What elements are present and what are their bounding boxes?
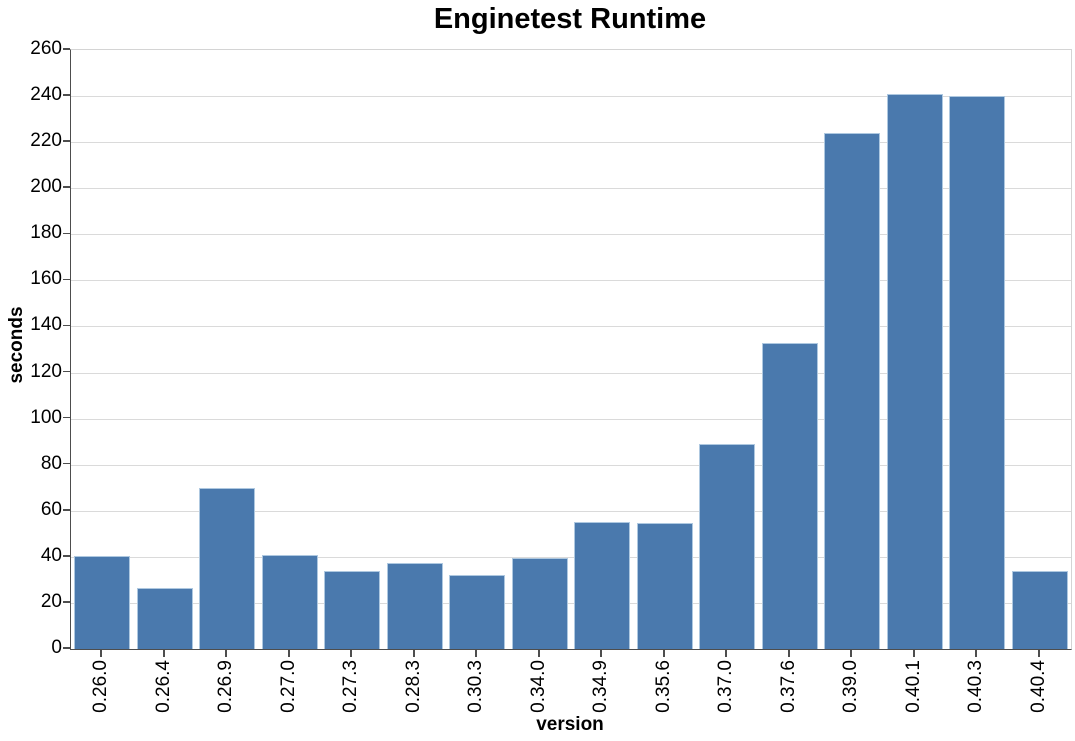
bar <box>136 587 193 649</box>
y-tick-mark <box>63 324 70 327</box>
y-tick-label: 100 <box>30 406 62 428</box>
y-tick-mark <box>63 508 70 511</box>
x-tick-label: 0.37.0 <box>715 660 737 713</box>
x-tick-label: 0.40.4 <box>1027 660 1049 713</box>
y-tick-label: 240 <box>30 84 62 106</box>
x-tick-mark <box>725 650 728 657</box>
bar <box>824 132 881 649</box>
bar <box>324 570 381 649</box>
x-tick-mark <box>100 650 103 657</box>
bar <box>574 522 631 649</box>
x-tick-label: 0.35.6 <box>652 660 674 713</box>
gridline <box>71 464 1071 466</box>
y-tick-label: 260 <box>30 38 62 59</box>
gridline <box>71 280 1071 282</box>
x-tick-mark <box>787 650 790 657</box>
plot-area <box>70 49 1072 650</box>
y-tick-label: 40 <box>40 544 62 566</box>
gridline <box>71 556 1071 558</box>
y-tick-label: 160 <box>30 268 62 290</box>
y-tick-mark <box>63 232 70 235</box>
bar <box>74 555 131 649</box>
y-tick-mark <box>63 278 70 281</box>
y-tick-mark <box>63 370 70 373</box>
bar <box>886 93 943 649</box>
x-tick-label: 0.27.3 <box>340 660 362 713</box>
y-tick-mark <box>63 94 70 96</box>
x-tick-mark <box>1037 650 1040 657</box>
x-axis-label: version <box>536 714 604 735</box>
y-tick-mark <box>63 462 70 465</box>
x-tick-label: 0.26.0 <box>90 660 112 713</box>
y-tick-label: 140 <box>30 314 62 336</box>
x-tick-mark <box>287 650 290 657</box>
x-tick-mark <box>475 650 478 657</box>
bar <box>1011 570 1068 649</box>
y-tick-mark <box>63 555 70 557</box>
gridline <box>71 96 1071 98</box>
x-tick-label: 0.26.4 <box>152 660 174 713</box>
x-tick-label: 0.37.6 <box>777 660 799 713</box>
gridline <box>71 326 1071 328</box>
x-tick-mark <box>162 650 165 657</box>
x-tick-mark <box>225 650 228 657</box>
x-tick-label: 0.28.3 <box>402 660 424 713</box>
x-tick-mark <box>912 650 915 657</box>
bar <box>386 562 443 649</box>
y-tick-mark <box>63 140 70 142</box>
y-tick-label: 200 <box>30 176 62 198</box>
x-tick-mark <box>850 650 853 657</box>
y-tick-label: 120 <box>30 360 62 382</box>
gridline <box>71 188 1071 190</box>
x-tick-label: 0.39.0 <box>840 660 862 713</box>
x-tick-label: 0.27.0 <box>277 660 299 713</box>
gridline <box>71 510 1071 512</box>
chart-title: Enginetest Runtime <box>433 3 707 35</box>
y-tick-label: 220 <box>30 130 62 152</box>
bar <box>511 558 568 649</box>
bar <box>949 96 1006 649</box>
x-tick-mark <box>350 650 353 657</box>
gridline <box>71 602 1071 604</box>
x-tick-mark <box>537 650 540 657</box>
y-tick-mark <box>63 48 70 50</box>
y-tick-label: 0 <box>51 637 62 658</box>
gridline <box>71 234 1071 236</box>
gridline <box>71 142 1071 144</box>
gridline <box>71 418 1071 420</box>
bar <box>761 342 818 649</box>
y-tick-label: 80 <box>40 452 62 474</box>
y-tick-mark <box>63 601 70 603</box>
bar <box>636 523 693 649</box>
x-tick-label: 0.40.1 <box>902 660 924 713</box>
x-tick-label: 0.40.3 <box>965 660 987 713</box>
y-tick-mark <box>63 416 70 419</box>
x-tick-mark <box>412 650 415 657</box>
y-tick-mark <box>63 186 70 189</box>
x-tick-mark <box>600 650 603 657</box>
x-tick-label: 0.26.9 <box>215 660 237 713</box>
x-tick-mark <box>662 650 665 657</box>
y-tick-label: 180 <box>30 222 62 244</box>
y-tick-label: 60 <box>40 498 62 520</box>
x-tick-mark <box>975 650 978 657</box>
gridline <box>71 372 1071 374</box>
y-tick-mark <box>63 647 70 649</box>
bar <box>699 443 756 649</box>
x-tick-label: 0.34.0 <box>527 660 549 713</box>
bar <box>449 575 506 649</box>
y-tick-label: 20 <box>40 590 62 612</box>
bar <box>199 487 256 649</box>
x-tick-label: 0.30.3 <box>465 660 487 713</box>
x-tick-label: 0.34.9 <box>590 660 612 713</box>
bar <box>261 554 318 649</box>
